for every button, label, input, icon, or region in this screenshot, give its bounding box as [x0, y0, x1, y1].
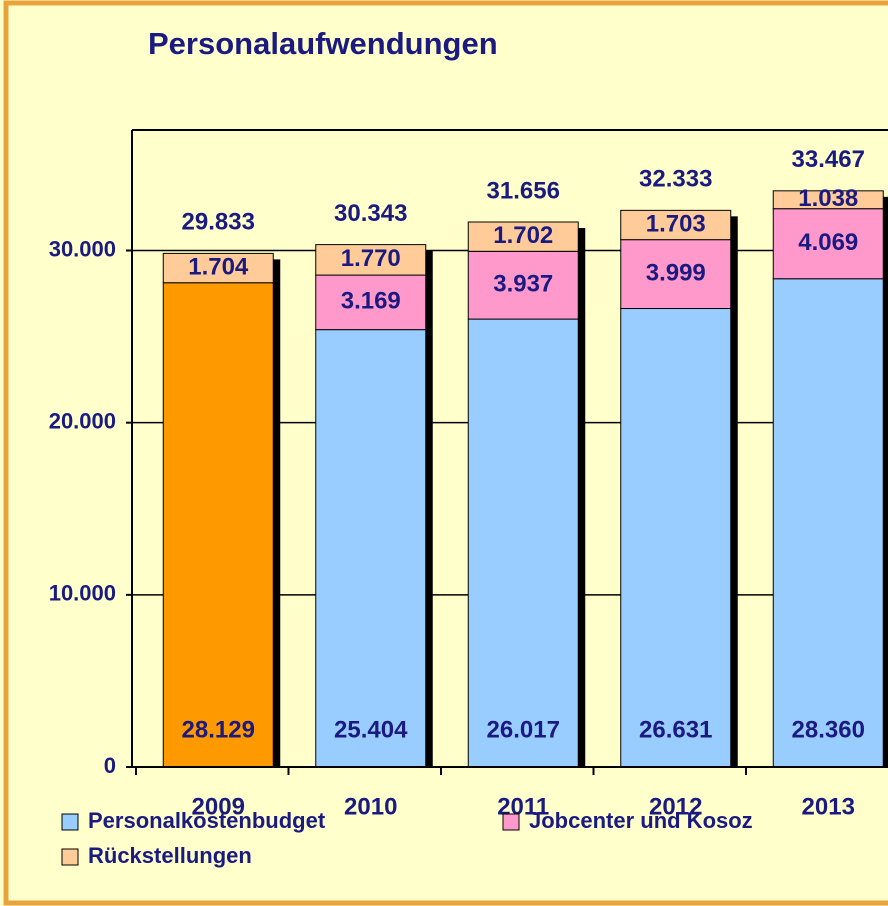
bar-segment	[467, 318, 579, 768]
bar-segment	[315, 244, 427, 276]
bar-segment	[315, 274, 427, 331]
legend-swatch	[61, 848, 79, 866]
bar-segment	[162, 252, 274, 284]
bar-segment	[315, 329, 427, 768]
frame	[3, 0, 888, 906]
bar-segment	[620, 308, 732, 768]
y-tick-label: 20.000	[49, 408, 116, 433]
chart-title: Personalaufwendungen	[148, 26, 498, 61]
x-tick-label: 2012	[649, 793, 702, 820]
value-label: 26.017	[487, 716, 560, 743]
x-tick-label: 2009	[192, 793, 245, 820]
bar-segment	[772, 190, 884, 210]
legend-label: Personalkostenbudget	[88, 808, 326, 833]
value-label: 1.770	[341, 245, 401, 272]
value-label: 1.704	[188, 253, 249, 280]
bar-segment	[467, 221, 579, 252]
legend-swatch	[502, 813, 520, 831]
legend-label: Jobcenter und Kosoz	[529, 808, 753, 833]
legend-swatch	[61, 813, 79, 831]
bar-segment	[467, 250, 579, 320]
value-label: 1.702	[493, 222, 553, 249]
bar-segment	[772, 208, 884, 280]
total-label: 31.656	[487, 177, 560, 204]
bar-segment	[162, 282, 274, 768]
value-label: 3.999	[646, 259, 706, 286]
value-label: 4.069	[798, 229, 858, 256]
bar-segment	[620, 209, 732, 241]
value-label: 1.038	[798, 185, 858, 212]
legend-label: Rückstellungen	[88, 843, 252, 868]
value-label: 25.404	[334, 716, 408, 743]
value-label: 26.631	[639, 716, 712, 743]
value-label: 3.169	[341, 288, 401, 315]
value-label: 3.937	[493, 271, 553, 298]
x-tick-label: 2013	[802, 793, 855, 820]
total-label: 29.833	[182, 209, 255, 236]
bar-segment	[620, 239, 732, 310]
y-tick-label: 0	[104, 753, 116, 778]
total-label: 30.343	[334, 200, 407, 227]
value-label: 28.129	[182, 716, 255, 743]
total-label: 33.467	[792, 146, 865, 173]
bar-segment	[772, 278, 884, 768]
y-tick-label: 10.000	[49, 581, 116, 606]
y-tick-label: 30.000	[49, 236, 116, 261]
total-label: 32.333	[639, 166, 712, 193]
x-tick-label: 2010	[344, 793, 397, 820]
value-label: 1.703	[646, 210, 706, 237]
value-label: 28.360	[792, 716, 865, 743]
